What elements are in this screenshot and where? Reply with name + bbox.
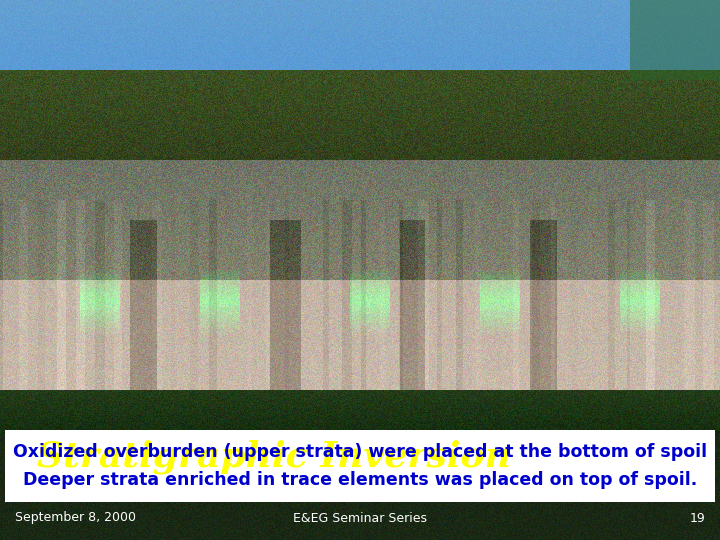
Text: E&EG Seminar Series: E&EG Seminar Series <box>293 511 427 524</box>
Text: Stratigraphic Inversion: Stratigraphic Inversion <box>37 439 510 474</box>
Text: Oxidized overburden (upper strata) were placed at the bottom of spoil: Oxidized overburden (upper strata) were … <box>13 443 707 461</box>
Text: September 8, 2000: September 8, 2000 <box>15 511 136 524</box>
Text: Deeper strata enriched in trace elements was placed on top of spoil.: Deeper strata enriched in trace elements… <box>23 471 697 489</box>
Text: 19: 19 <box>689 511 705 524</box>
